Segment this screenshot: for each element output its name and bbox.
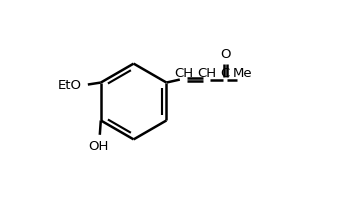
Text: Me: Me <box>233 66 252 79</box>
Text: O: O <box>220 48 230 61</box>
Text: CH: CH <box>174 66 193 79</box>
Text: EtO: EtO <box>57 79 81 92</box>
Text: OH: OH <box>89 140 109 153</box>
Text: CH: CH <box>197 66 216 79</box>
Text: C: C <box>221 66 230 79</box>
